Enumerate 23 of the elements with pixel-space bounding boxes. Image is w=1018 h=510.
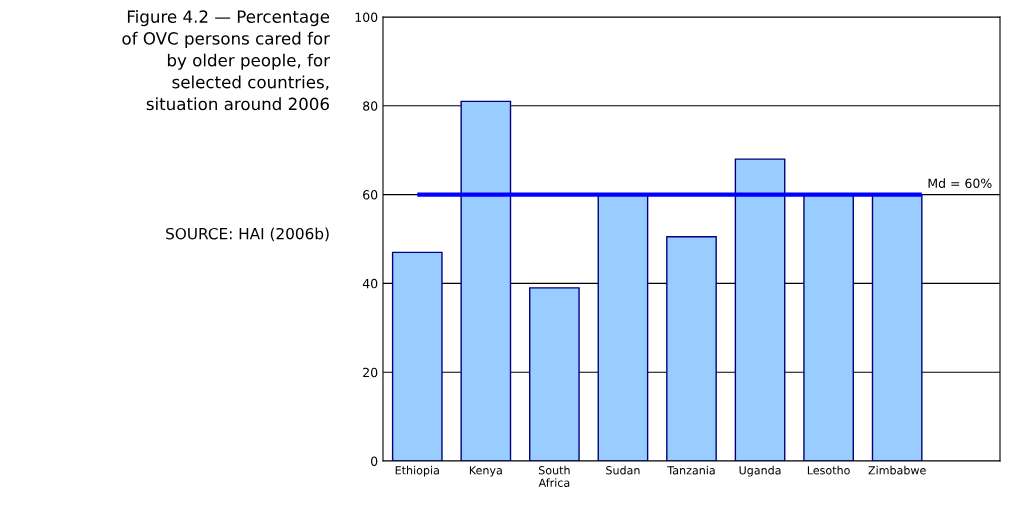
y-tick-label: 40 (362, 278, 378, 289)
x-tick-label: Zimbabwe (868, 465, 926, 475)
bar (666, 236, 717, 461)
x-tick-label: South Africa (538, 465, 570, 487)
x-tick-label: Uganda (739, 465, 781, 477)
x-tick-label: Kenya (469, 466, 502, 477)
x-tick-label: Lesotho (807, 465, 850, 475)
y-tick-label: 20 (363, 367, 378, 378)
y-tick-label: 80 (363, 101, 378, 111)
source-note: SOURCE: HAI (2006b) (166, 227, 329, 242)
bar (529, 287, 580, 461)
y-tick-label: 100 (355, 12, 378, 22)
bar (871, 193, 923, 461)
bar (391, 251, 443, 461)
y-tick-label: 0 (371, 456, 378, 466)
bar (460, 100, 512, 461)
text: Figure 4.2 — Percentage of OVC persons cared for by older people, for selected countries, situation around 2006 (122, 10, 330, 111)
bar (734, 158, 786, 461)
x-tick-label: Ethiopia (395, 465, 439, 477)
x-tick-label: Sudan (606, 465, 640, 475)
ref-line-label: Md = 60% (928, 178, 992, 189)
x-tick-label: Tanzania (667, 465, 715, 475)
y-tick-label: 60 (363, 190, 378, 200)
